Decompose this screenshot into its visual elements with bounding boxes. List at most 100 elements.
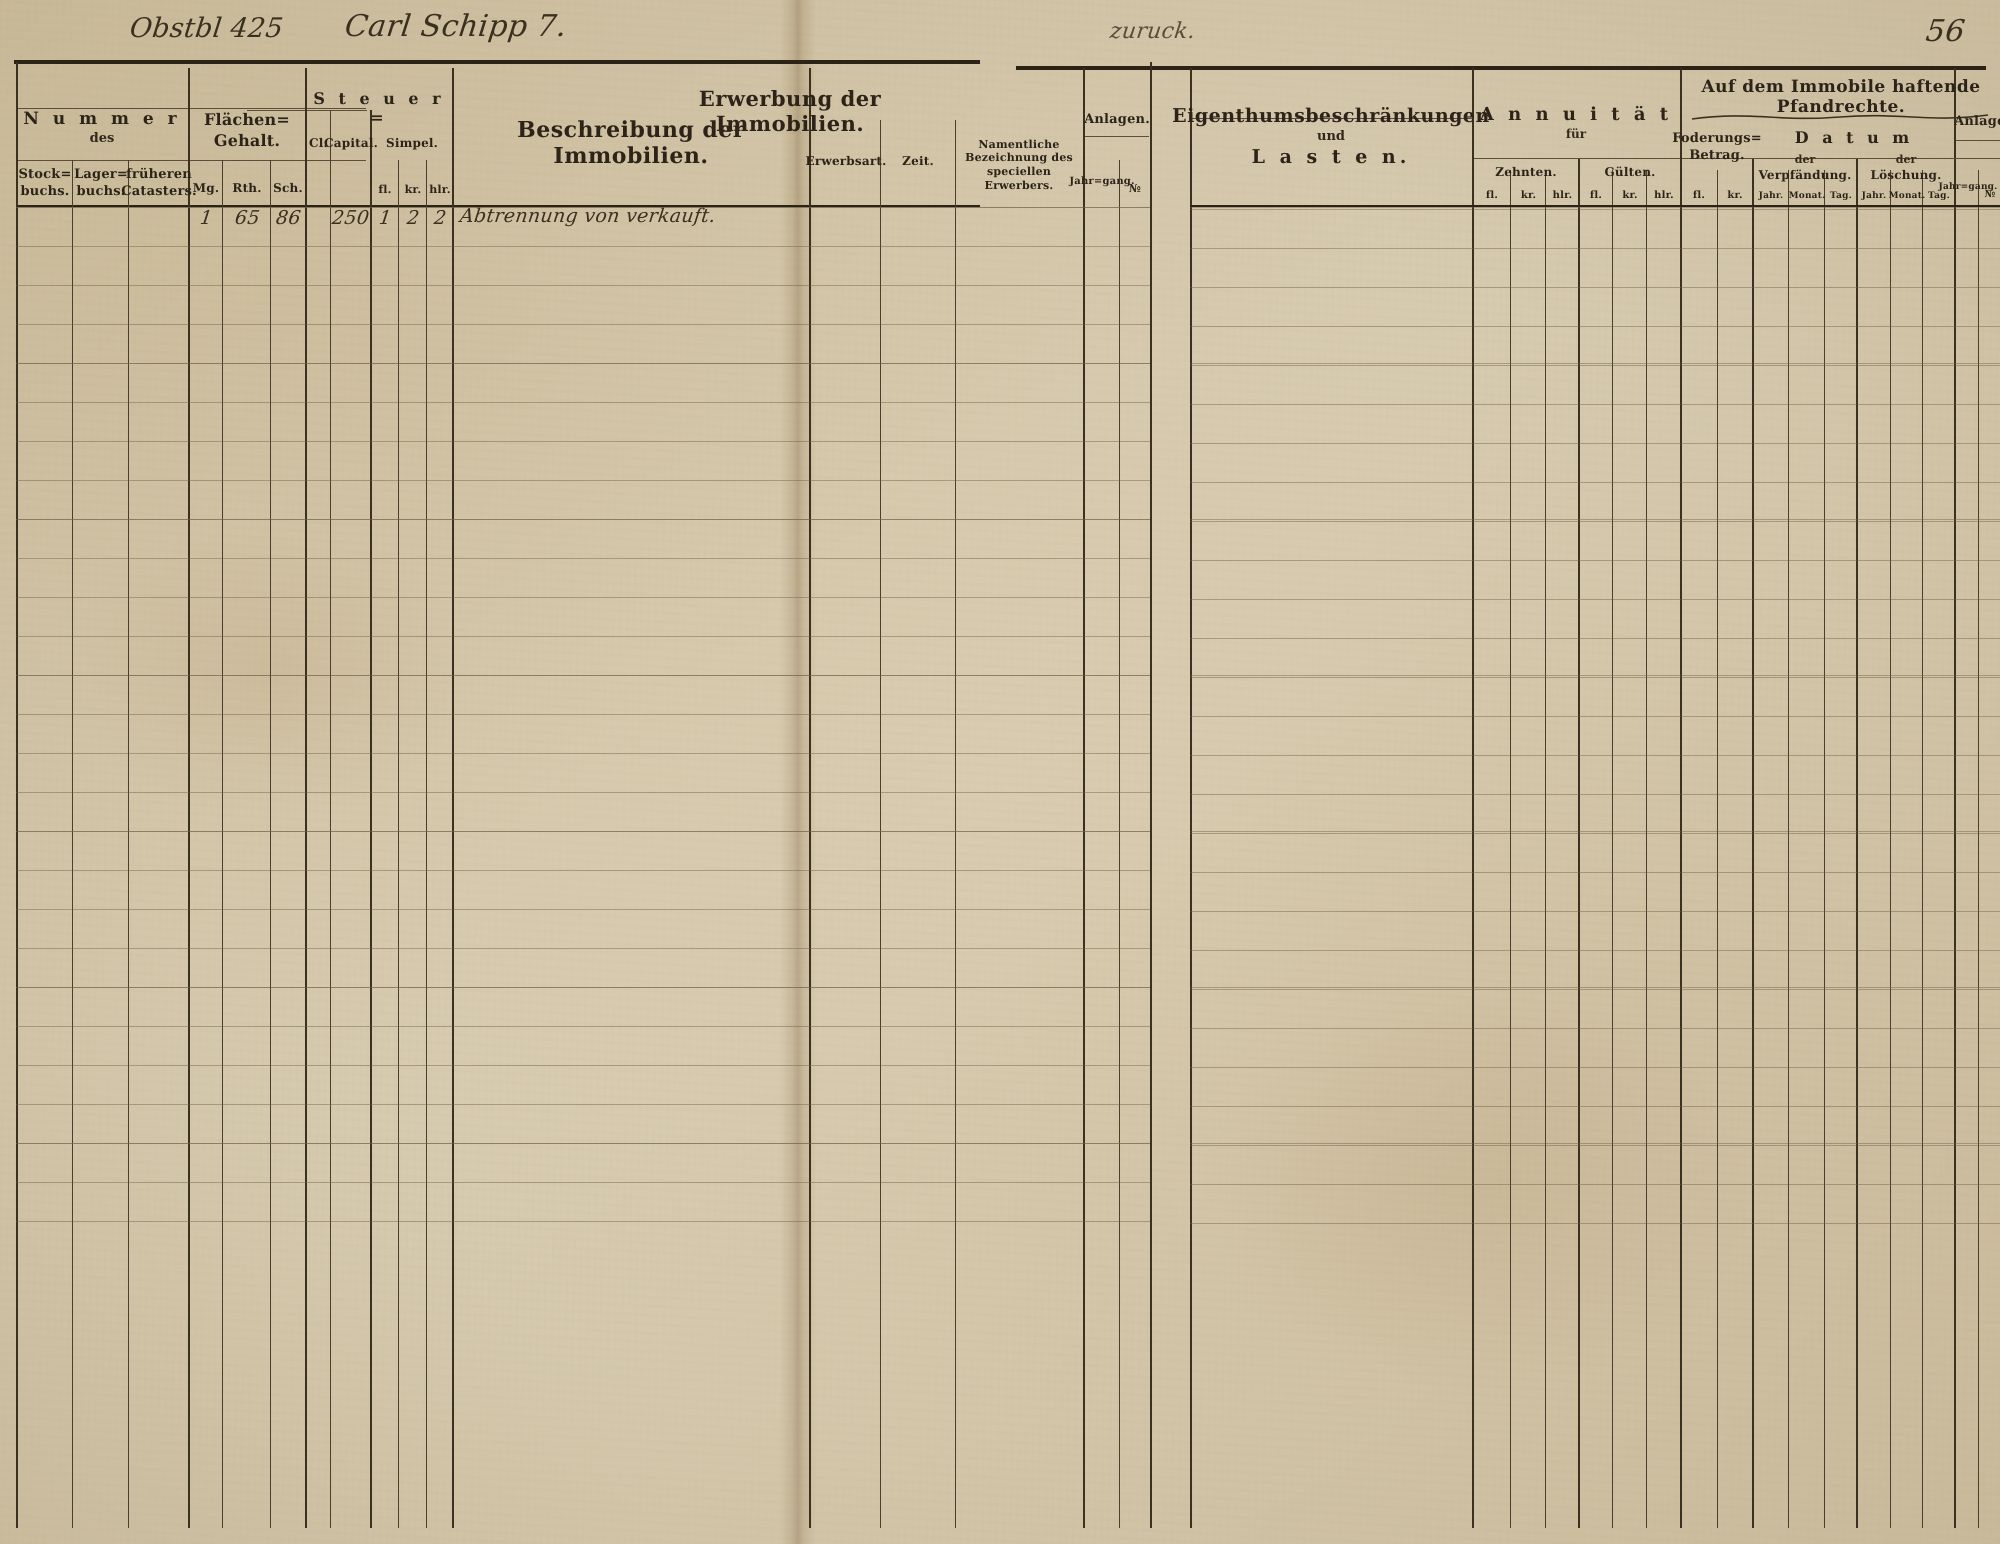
hdr-rule-steuer xyxy=(247,110,367,111)
ruled-line xyxy=(1190,326,2000,327)
top-rule-left xyxy=(14,60,980,64)
header-vp-monat: Monat. xyxy=(1788,191,1826,201)
top-left-name: Carl Schipp 7. xyxy=(342,8,569,44)
ruled-line xyxy=(1190,482,2000,483)
ruled-line xyxy=(1190,677,2000,678)
col-datum-r xyxy=(1954,68,1956,1528)
header-betrag-fl: fl. xyxy=(1692,189,1706,201)
ruled-line xyxy=(16,1065,1150,1066)
ruled-line xyxy=(16,480,1150,481)
header-mg: Mg. xyxy=(192,181,220,195)
ruled-line xyxy=(1190,248,2000,249)
header-steuer: S t e u e r = xyxy=(313,89,445,127)
cell-text: 2 xyxy=(405,207,421,230)
col-rth-r xyxy=(270,160,271,1528)
col-verpf-r xyxy=(1856,158,1858,1528)
ruled-line xyxy=(16,519,1150,520)
ruled-line xyxy=(16,402,1150,403)
ruled-line xyxy=(16,753,1150,754)
ruled-line xyxy=(1190,1184,2000,1185)
ruled-line xyxy=(1190,755,2000,756)
hdr-rule-l-a xyxy=(16,108,266,109)
ruled-line xyxy=(16,1026,1150,1027)
ruled-line xyxy=(1190,560,2000,561)
ruled-line xyxy=(1190,443,2000,444)
col-guelten-fl xyxy=(1612,170,1613,1528)
col-simpel-kr-r xyxy=(426,160,427,1528)
ruled-line xyxy=(16,441,1150,442)
col-simpel-fl-r xyxy=(398,160,399,1528)
header-anlagen-left: Anlagen. xyxy=(1084,111,1150,127)
col-mg-r xyxy=(222,160,223,1528)
ruled-line xyxy=(16,207,1150,208)
header-zehnten: Zehnten. xyxy=(1495,165,1557,179)
hdr-rule-anlagen-left xyxy=(1085,136,1149,137)
ruled-line xyxy=(16,207,1150,208)
header-pfandrechte: Auf dem Immobile haftende Pfandrechte. xyxy=(1701,77,1981,117)
ruled-line xyxy=(16,597,1150,598)
header-capital: Capital. xyxy=(324,136,378,150)
cell-text: 65 xyxy=(233,207,261,230)
header-loeschung: der Löschung. xyxy=(1870,152,1942,182)
header-cataster: früheren Catasters. xyxy=(121,167,197,199)
ruled-line xyxy=(16,1143,1150,1144)
header-nummer: N u m m e r des xyxy=(23,108,181,146)
ruled-line xyxy=(1190,287,2000,288)
ruled-line xyxy=(16,1182,1150,1183)
header-lo-monat: Monat. xyxy=(1888,191,1926,201)
col-nummer-r xyxy=(188,68,190,1528)
header-erwerbsart: Erwerbsart. xyxy=(805,154,887,168)
col-cl-r xyxy=(330,110,331,1528)
header-zehnten-hlr: hlr. xyxy=(1552,189,1573,201)
col-steuer-r xyxy=(452,68,454,1528)
ruled-line xyxy=(16,1104,1150,1105)
ruled-line xyxy=(16,1221,1150,1222)
header-erwerbung: Erwerbung der Immobilien. xyxy=(698,86,882,136)
ruled-line xyxy=(1190,1106,2000,1107)
col-betrag-r xyxy=(1752,158,1754,1528)
header-guelten-fl: fl. xyxy=(1589,189,1603,201)
hdr-rule-l-b xyxy=(266,108,366,109)
cell-text: 2 xyxy=(432,207,448,230)
col-erwerbsart-r xyxy=(880,120,881,1528)
ruled-line xyxy=(1190,833,2000,834)
ruled-line xyxy=(16,246,1150,247)
ruled-line xyxy=(16,987,1150,988)
cell-text: 1 xyxy=(198,207,214,230)
hdr-bottom-right xyxy=(1190,205,2000,207)
ruled-line xyxy=(16,831,1150,832)
hdr-rule-r-c xyxy=(1682,158,2000,159)
ruled-line xyxy=(16,675,1150,676)
header-sch: Sch. xyxy=(273,181,303,195)
header-guelten-hlr: hlr. xyxy=(1654,189,1674,201)
cell-text: Abtrennung von verkauft. xyxy=(458,205,717,228)
ruled-line xyxy=(1190,794,2000,795)
paper-stain-2 xyxy=(1200,980,1760,1400)
header-erwerber: Namentliche Bezeichnung des speciellen E… xyxy=(965,137,1073,192)
ruled-line xyxy=(1190,675,2000,676)
header-anlagen-right-nr: № xyxy=(1984,188,1996,200)
ruled-line xyxy=(16,948,1150,949)
ruled-line xyxy=(1190,404,2000,405)
col-capital-r xyxy=(370,110,372,1528)
col-annuitaet-r xyxy=(1680,68,1682,1528)
col-vp-jahr xyxy=(1788,170,1789,1528)
col-zeit-r xyxy=(955,120,956,1528)
header-verpfaendung: der Verpfändung. xyxy=(1758,152,1852,182)
ruled-line xyxy=(1190,1067,2000,1068)
ruled-line xyxy=(16,1143,1150,1144)
ruled-line xyxy=(1190,911,2000,912)
header-anlagen-right-jahrgang: Jahr=gang. xyxy=(1938,181,1998,192)
header-vp-tag: Tag. xyxy=(1830,191,1852,201)
header-anlagen-left-nr: № xyxy=(1128,181,1142,195)
header-forderungsbetrag: Foderungs= Betrag. xyxy=(1672,131,1762,163)
header-zehnten-fl: fl. xyxy=(1485,189,1499,201)
ruled-line xyxy=(1190,1143,2000,1144)
col-lo-monat xyxy=(1922,170,1923,1528)
ruled-line xyxy=(16,324,1150,325)
col-lasten-r xyxy=(1472,68,1474,1528)
ruled-line xyxy=(16,870,1150,871)
ruled-line xyxy=(16,558,1150,559)
ruled-line xyxy=(1190,831,2000,832)
